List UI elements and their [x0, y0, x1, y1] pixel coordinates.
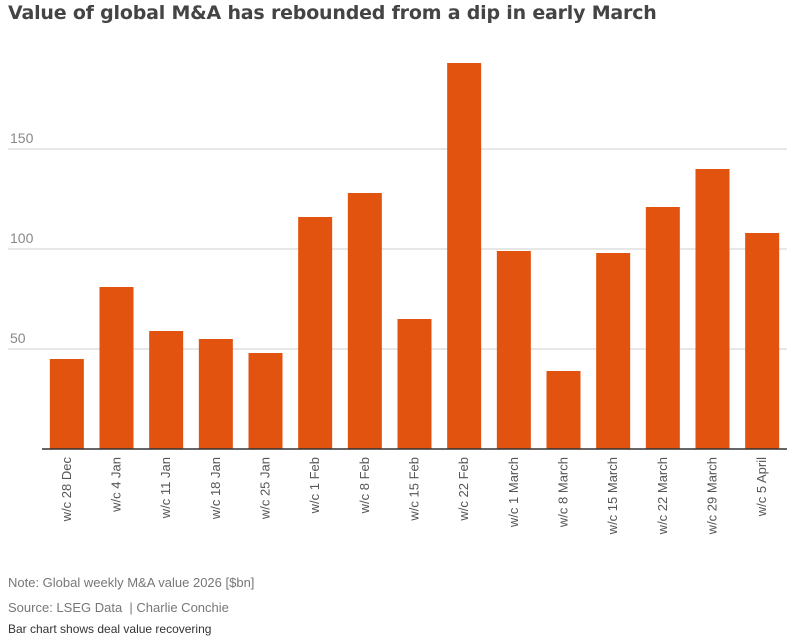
bar-w-c-15-feb: [397, 319, 432, 449]
x-tick-label: w/c 8 Feb: [357, 457, 372, 514]
x-tick-label: w/c 15 Feb: [407, 457, 422, 522]
bar-w-c-28-dec: [49, 359, 84, 449]
chart-note: Note: Global weekly M&A value 2026 [$bn]: [8, 575, 255, 590]
bar-w-c-1-march: [496, 251, 531, 449]
x-tick-label: w/c 11 Jan: [158, 457, 173, 519]
x-tick-label: w/c 29 March: [705, 457, 720, 535]
source-text: Source: LSEG Data: [8, 600, 123, 615]
source-line: Source: LSEG Data | Charlie Conchie: [8, 600, 229, 615]
x-tick-label: w/c 4 Jan: [109, 457, 124, 513]
bar-w-c-11-jan: [149, 331, 184, 449]
chart-caption: Bar chart shows deal value recovering: [8, 622, 212, 636]
x-tick-label: w/c 1 Feb: [307, 457, 322, 514]
bar-w-c-22-feb: [447, 63, 482, 449]
x-tick-label: w/c 8 March: [556, 457, 571, 528]
bar-chart: 50 100 150 w/c 28 Dec w/c 4 Jan w/c 11 Jan w/c…: [8, 63, 787, 535]
chart-title: Value of global M&A has rebounded from a…: [8, 2, 657, 24]
bar-w-c-25-jan: [248, 353, 283, 449]
bar-w-c-1-feb: [298, 217, 333, 449]
bar-w-c-8-feb: [347, 193, 382, 449]
bar-w-c-29-march: [695, 169, 730, 449]
bar-w-c-8-march: [546, 371, 581, 449]
x-tick-label: w/c 22 Feb: [456, 457, 471, 522]
bar-w-c-15-march: [596, 253, 631, 449]
source-separator: |: [122, 600, 137, 615]
x-tick-label: w/c 28 Dec: [59, 457, 74, 523]
bar-w-c-22-march: [645, 207, 680, 449]
x-tick-label: w/c 25 Jan: [258, 457, 273, 520]
x-tick-label: w/c 5 April: [754, 457, 769, 517]
bar-w-c-4-jan: [99, 287, 134, 449]
author-text: Charlie Conchie: [136, 600, 229, 615]
x-tick-label: w/c 18 Jan: [208, 457, 223, 520]
bar-w-c-18-jan: [198, 339, 233, 449]
y-tick-label-150: 150: [10, 130, 34, 146]
x-tick-label: w/c 1 March: [506, 457, 521, 528]
bar-w-c-5-april: [745, 233, 780, 449]
x-tick-label: w/c 15 March: [605, 457, 620, 535]
x-tick-label: w/c 22 March: [655, 457, 670, 535]
y-tick-label-50: 50: [10, 330, 26, 346]
y-tick-label-100: 100: [10, 230, 34, 246]
